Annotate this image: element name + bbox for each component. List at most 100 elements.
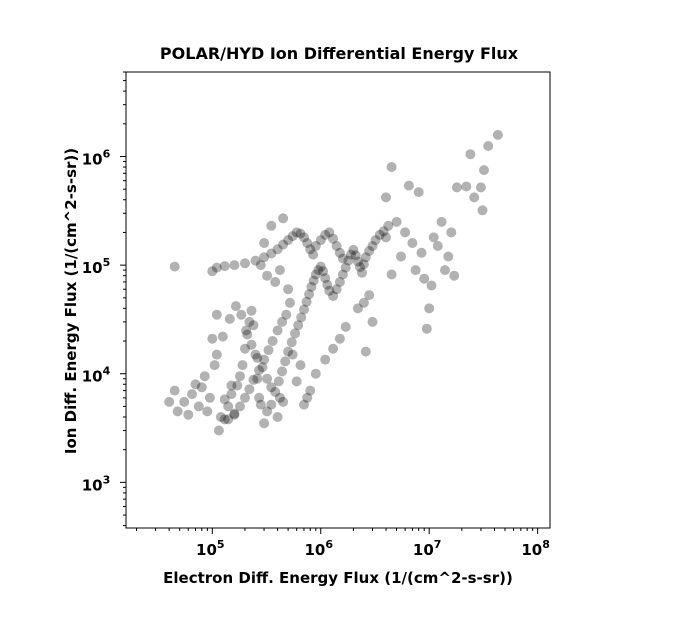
y-tick-label-exponent: 6 [103, 148, 111, 161]
data-point [266, 399, 277, 410]
data-point [287, 231, 298, 242]
data-point [386, 269, 397, 280]
x-tick-label: 107 [413, 538, 442, 559]
data-point [324, 285, 335, 296]
data-point [211, 309, 222, 320]
data-point [381, 232, 391, 243]
data-point [213, 425, 224, 436]
data-point [272, 412, 283, 422]
data-point [424, 303, 435, 314]
data-point [272, 325, 283, 336]
data-point [313, 265, 324, 276]
data-point [248, 320, 259, 331]
data-point [396, 251, 406, 262]
data-point [324, 227, 335, 238]
data-point [278, 213, 289, 224]
data-point [301, 296, 312, 307]
data-point [358, 297, 369, 308]
data-point [320, 273, 331, 284]
data-point [419, 273, 430, 284]
data-point [410, 265, 421, 276]
data-point [235, 371, 245, 382]
data-point [355, 262, 365, 273]
data-point [432, 241, 443, 251]
data-point [407, 238, 418, 248]
data-point [360, 252, 371, 263]
data-point [169, 385, 180, 396]
data-point [244, 384, 255, 395]
data-point [291, 227, 302, 238]
x-tick-label-base: 10 [413, 541, 434, 559]
data-point [232, 380, 243, 391]
data-point [226, 380, 237, 391]
data-point [287, 349, 298, 360]
data-point [266, 382, 277, 393]
data-point [254, 365, 265, 376]
data-point [348, 244, 359, 255]
data-point [310, 368, 321, 379]
data-point [236, 309, 247, 320]
data-point [302, 392, 313, 403]
y-tick-label: 106 [82, 148, 111, 169]
data-point [477, 205, 488, 216]
data-point [207, 266, 218, 277]
data-point [193, 401, 204, 412]
data-point [248, 374, 259, 385]
data-point [318, 266, 329, 277]
data-point [352, 256, 363, 267]
data-point [280, 356, 291, 367]
data-point [340, 321, 351, 332]
chart-title: POLAR/HYD Ion Differential Energy Flux [160, 44, 519, 63]
data-point [219, 394, 230, 405]
data-point [436, 216, 447, 227]
data-point [416, 247, 427, 258]
data-point [274, 392, 285, 403]
x-tick-label-exponent: 7 [434, 538, 442, 551]
x-axis: 105 106 107 108 [136, 528, 550, 559]
data-point [244, 316, 255, 327]
data-point [305, 385, 316, 396]
y-tick-label-base: 10 [82, 151, 103, 169]
data-point [310, 241, 321, 251]
data-point [190, 379, 201, 390]
data-point [421, 323, 432, 334]
data-point [337, 253, 348, 264]
data-point [257, 362, 268, 373]
data-point [315, 235, 326, 246]
y-tick-label-base: 10 [82, 368, 103, 386]
data-point [255, 260, 266, 271]
data-point [290, 328, 301, 339]
data-point [374, 229, 385, 240]
data-point [440, 265, 450, 276]
data-point [331, 284, 342, 295]
data-point [266, 248, 277, 259]
y-tick-label-exponent: 5 [103, 256, 111, 269]
data-point [358, 259, 369, 270]
data-point [235, 401, 245, 412]
data-point [209, 360, 220, 371]
data-point [293, 320, 304, 331]
data-point [223, 414, 234, 425]
y-axis-label: Ion Diff. Energy Flux (1/(cm^2-s-sr)) [62, 148, 80, 454]
data-point [334, 277, 345, 287]
x-tick-label: 106 [304, 538, 333, 559]
data-point [285, 297, 295, 308]
data-point [179, 396, 190, 407]
y-tick-label: 103 [82, 473, 111, 494]
data-point [278, 239, 289, 250]
data-point [204, 392, 215, 403]
data-point [169, 261, 180, 272]
x-tick-label-exponent: 6 [325, 538, 333, 551]
data-point [492, 129, 503, 140]
data-point [273, 376, 284, 387]
data-point [299, 399, 309, 410]
data-point [320, 354, 331, 365]
data-point [272, 244, 283, 255]
data-point [337, 269, 348, 280]
data-point [207, 333, 218, 344]
data-point [428, 232, 439, 243]
x-axis-label: Electron Diff. Energy Flux (1/(cm^2-s-sr… [163, 569, 513, 587]
data-point [352, 303, 363, 314]
data-point [413, 187, 424, 198]
data-point [217, 331, 228, 342]
